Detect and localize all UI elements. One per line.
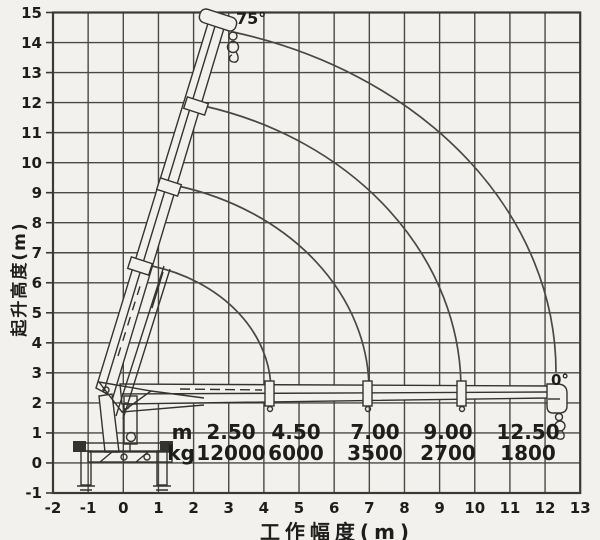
boom-collar	[456, 380, 467, 407]
x-tick-label-8: 8	[399, 499, 410, 517]
y-tick-label-13: 13	[21, 63, 42, 82]
x-tick-label-0: 0	[118, 499, 129, 517]
y-tick-label-2: 2	[31, 393, 42, 412]
radius-value: 2.50	[206, 420, 256, 444]
load-value: 6000	[268, 441, 324, 465]
hook-end-icon	[554, 412, 566, 440]
axis-tick-marks	[46, 11, 53, 494]
boom-75deg	[95, 8, 238, 399]
y-tick-label-8: 8	[31, 213, 42, 232]
outrigger-leg-left	[80, 450, 92, 486]
y-tick-label-1: 1	[31, 423, 42, 442]
boom-tip-arcs	[151, 31, 557, 392]
boom-collar	[362, 380, 373, 407]
x-tick-label-10: 10	[464, 499, 486, 517]
boom-angle-min-label: 0°	[551, 371, 569, 389]
boom-collar	[264, 380, 275, 407]
plot-border	[51, 11, 582, 495]
boom-tip-arc-3	[203, 105, 462, 390]
x-tick-label-3: 3	[223, 499, 234, 517]
outrigger-beam-left-cap	[73, 441, 86, 452]
boom-tip-arc-4	[232, 31, 557, 373]
load-value: 12000	[196, 441, 266, 465]
x-tick-label-12: 12	[534, 499, 556, 517]
load-table-row-label-kg: kg	[167, 441, 195, 465]
load-table-row-label-m: m	[171, 420, 193, 444]
x-tick-label-6: 6	[328, 499, 340, 517]
boom-head-cap	[198, 8, 238, 32]
boom-angle-max-label: 75°	[236, 9, 267, 28]
y-tick-label-11: 11	[21, 123, 42, 142]
y-tick-label-0: 0	[31, 453, 42, 472]
radius-value: 12.50	[496, 420, 560, 444]
hook-top-icon	[226, 31, 240, 63]
x-tick-label-13: 13	[569, 499, 591, 517]
y-tick-label-6: 6	[31, 273, 42, 292]
outrigger-leg-right	[156, 450, 168, 486]
y-tick-label-5: 5	[31, 303, 42, 322]
chassis-subframe	[87, 451, 173, 463]
x-tick-label-2: 2	[188, 499, 199, 517]
radius-value: 4.50	[271, 420, 321, 444]
x-tick-label-5: 5	[293, 499, 305, 517]
boom-cylinder	[115, 265, 171, 420]
y-tick-label--1: -1	[25, 483, 42, 502]
boom-pivot-bracket	[97, 381, 153, 413]
y-tick-label-14: 14	[21, 33, 42, 52]
load-value: 2700	[420, 441, 476, 465]
load-value: 3500	[347, 441, 403, 465]
y-tick-label-10: 10	[21, 153, 42, 172]
y-tick-label-15: 15	[21, 3, 42, 22]
boom-collar	[126, 256, 154, 276]
x-tick-label-1: 1	[153, 499, 164, 517]
x-axis-title: 工作幅度(m)	[259, 520, 415, 540]
chassis	[73, 441, 173, 491]
x-tick-label-7: 7	[364, 499, 375, 517]
boom-tip-arc-1	[151, 265, 272, 392]
y-tick-label-9: 9	[31, 183, 42, 202]
boom-tip-arc-2	[177, 185, 370, 391]
load-value: 1800	[500, 441, 556, 465]
boom-collar	[182, 96, 210, 116]
x-tick-label-11: 11	[499, 499, 521, 517]
y-tick-label-12: 12	[21, 93, 42, 112]
x-tick-label--2: -2	[44, 499, 62, 517]
y-tick-label-4: 4	[31, 333, 42, 352]
y-tick-label-7: 7	[31, 243, 42, 262]
boom-horizontal	[119, 380, 568, 414]
boom-collar	[155, 177, 183, 197]
radius-value: 9.00	[423, 420, 473, 444]
grid-lines	[52, 11, 581, 494]
x-tick-label-4: 4	[258, 499, 270, 517]
radius-value: 7.00	[350, 420, 400, 444]
outrigger-beam-right-cap	[160, 441, 173, 452]
x-tick-label--1: -1	[79, 499, 97, 517]
y-tick-label-3: 3	[31, 363, 42, 382]
x-tick-label-9: 9	[434, 499, 445, 517]
crane-drawing	[73, 8, 568, 491]
